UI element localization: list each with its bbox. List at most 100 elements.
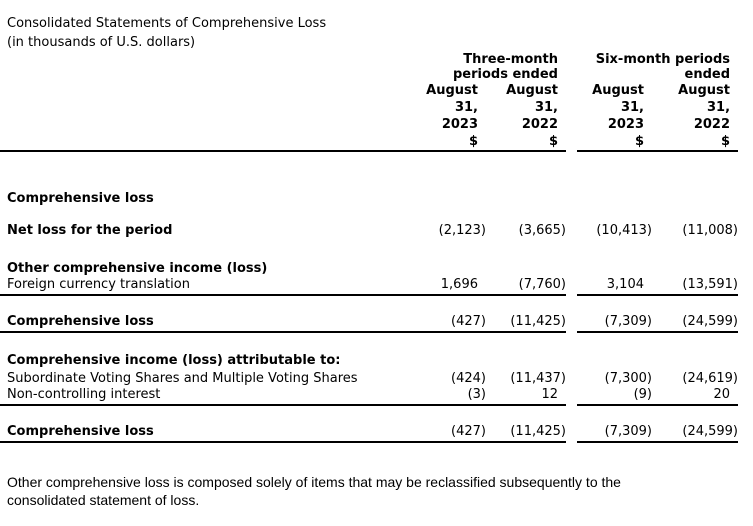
- column-header-month: August: [426, 83, 478, 98]
- table-row: Subordinate Voting Shares and Multiple V…: [0, 370, 738, 388]
- cell-value: 1,696: [420, 278, 486, 296]
- cell-value: (11,425): [486, 425, 566, 443]
- row-label: Non-controlling interest: [0, 388, 420, 406]
- period-group-line: Three-month: [463, 52, 558, 67]
- empty-corner-cell: [0, 82, 420, 152]
- row-label: Comprehensive income (loss) attributable…: [7, 353, 341, 368]
- cell-value: (427): [420, 315, 486, 333]
- currency-symbol: $: [634, 134, 644, 149]
- cell-value: [420, 259, 486, 278]
- cell-value: (424): [451, 371, 486, 386]
- table-row: Comprehensive loss (427) (11,425) (7,309…: [0, 425, 739, 443]
- table-row: Non-controlling interest (3) 12 (9) 20: [0, 388, 739, 406]
- column-gap: [566, 259, 577, 278]
- period-group-six-month: Six-month periods ended: [577, 52, 738, 82]
- column-gap: [566, 278, 577, 295]
- section-spacer: [0, 208, 738, 222]
- cell-value: [652, 259, 738, 278]
- cell-value: (7,760): [486, 278, 566, 296]
- section-spacer: [0, 151, 738, 190]
- comprehensive-loss-table: Three-month periods ended Six-month peri…: [0, 52, 739, 443]
- row-label: Comprehensive loss: [0, 425, 420, 443]
- cell-value: [420, 351, 486, 370]
- column-header-aug-2022-3mo: August 31, 2022 $: [486, 82, 566, 152]
- section-spacer: [0, 332, 738, 351]
- cell-value: [486, 351, 566, 370]
- statement-header: Consolidated Statements of Comprehensive…: [0, 0, 753, 52]
- cell-value: [577, 351, 652, 370]
- cell-value: 3,104: [577, 278, 652, 296]
- period-group-line: Six-month periods: [595, 52, 731, 67]
- cell-value: [486, 259, 566, 278]
- column-gap: [566, 315, 577, 332]
- cell-value: (11,437): [510, 371, 566, 386]
- cell-value: 12: [486, 388, 566, 406]
- table-row: Comprehensive income (loss) attributable…: [0, 351, 738, 370]
- column-header-month: August: [592, 83, 644, 98]
- cell-value: (9): [577, 388, 652, 406]
- column-gap: [566, 222, 577, 240]
- section-spacer: [0, 295, 738, 315]
- table-row: Foreign currency translation 1,696 (7,76…: [0, 278, 739, 296]
- cell-value: (7,300): [604, 371, 652, 386]
- column-header-day: 31,: [620, 100, 644, 115]
- empty-corner-cell: [0, 52, 420, 82]
- row-label: Comprehensive loss: [0, 315, 420, 333]
- cell-value: (24,599): [652, 425, 739, 443]
- column-header-month: August: [506, 83, 558, 98]
- row-label: Other comprehensive income (loss): [7, 261, 268, 276]
- cell-value: [577, 190, 652, 208]
- footnote: Other comprehensive loss is composed sol…: [0, 473, 753, 509]
- statement-title: Consolidated Statements of Comprehensive…: [7, 16, 327, 31]
- column-gap: [566, 82, 577, 151]
- column-gap: [566, 52, 577, 82]
- cell-value: (11,425): [486, 315, 566, 333]
- cell-value: (3): [420, 388, 486, 406]
- cell-value: (10,413): [596, 223, 652, 238]
- column-header-year: 2022: [693, 117, 731, 132]
- footnote-line: Other comprehensive loss is composed sol…: [7, 474, 621, 490]
- cell-value: (11,008): [682, 223, 739, 238]
- table-row: Other comprehensive income (loss): [0, 259, 738, 278]
- column-gap: [566, 388, 577, 405]
- row-label: Subordinate Voting Shares and Multiple V…: [7, 371, 358, 386]
- cell-value: (3,665): [518, 223, 566, 238]
- statement-subtitle: (in thousands of U.S. dollars): [7, 35, 196, 50]
- currency-symbol: $: [720, 134, 731, 149]
- footnote-line: consolidated statement of loss.: [7, 492, 200, 508]
- column-header-month: August: [678, 83, 731, 98]
- row-label: Net loss for the period: [7, 223, 173, 238]
- period-group-line: ended: [684, 67, 731, 82]
- cell-value: (13,591): [652, 278, 739, 296]
- column-header-year: 2023: [607, 117, 644, 132]
- cell-value: (24,619): [682, 371, 739, 386]
- column-header-year: 2022: [521, 117, 558, 132]
- cell-value: [577, 259, 652, 278]
- column-header-aug-2022-6mo: August 31, 2022 $: [652, 82, 739, 152]
- column-header-day: 31,: [534, 100, 558, 115]
- column-header-day: 31,: [706, 100, 731, 115]
- currency-symbol: $: [548, 134, 558, 149]
- table-row: Net loss for the period (2,123) (3,665) …: [0, 222, 738, 240]
- cell-value: [652, 190, 738, 208]
- cell-value: (7,309): [577, 315, 652, 333]
- column-header-aug-2023-6mo: August 31, 2023 $: [577, 82, 652, 152]
- cell-value: (24,599): [652, 315, 739, 333]
- period-group-header-row: Three-month periods ended Six-month peri…: [0, 52, 738, 82]
- row-label: Foreign currency translation: [0, 278, 420, 296]
- cell-value: (2,123): [438, 223, 486, 238]
- table-row: Comprehensive loss: [0, 190, 738, 208]
- table-row: Comprehensive loss (427) (11,425) (7,309…: [0, 315, 739, 333]
- cell-value: [420, 190, 486, 208]
- cell-value: [652, 351, 738, 370]
- currency-symbol: $: [468, 134, 478, 149]
- period-group-three-month: Three-month periods ended: [420, 52, 566, 82]
- row-label: Comprehensive loss: [7, 191, 154, 206]
- column-header-day: 31,: [454, 100, 478, 115]
- period-group-line: periods ended: [453, 67, 558, 82]
- section-spacer: [0, 405, 738, 425]
- cell-value: (427): [420, 425, 486, 443]
- cell-value: 20: [652, 388, 739, 406]
- cell-value: [486, 190, 566, 208]
- column-header-year: 2023: [441, 117, 478, 132]
